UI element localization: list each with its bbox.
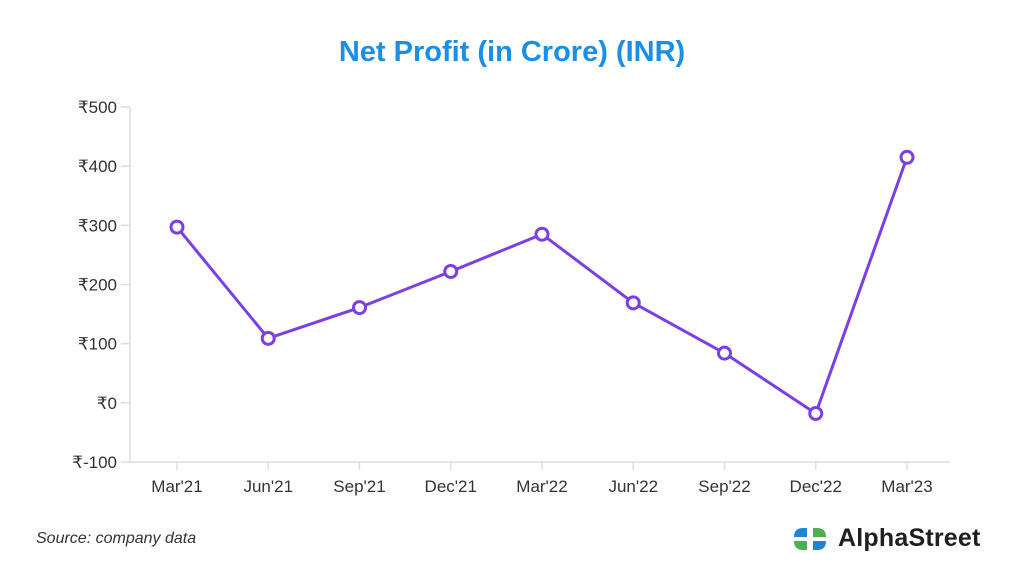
x-tick-label: Mar'22: [516, 477, 567, 496]
y-axis-ticks: ₹500 ₹400 ₹300 ₹200 ₹100 ₹0 ₹-100: [72, 98, 130, 472]
data-point: [260, 330, 276, 346]
alphastreet-logo-icon: [794, 527, 826, 550]
y-tick-label: ₹200: [78, 276, 117, 295]
data-point: [808, 405, 824, 421]
y-tick-label: ₹400: [78, 157, 117, 176]
x-tick-label: Mar'21: [151, 477, 202, 496]
x-tick-label: Jun'22: [608, 477, 658, 496]
series-line: [175, 156, 909, 415]
series-line-group: [169, 149, 915, 421]
y-tick-label: ₹-100: [72, 453, 117, 472]
data-point: [717, 345, 732, 361]
data-point: [352, 300, 367, 316]
x-tick-label: Jun'21: [243, 477, 293, 496]
x-tick-label: Dec'22: [790, 477, 842, 496]
source-note: Source: company data: [36, 530, 197, 547]
chart-title: Net Profit (in Crore) (INR): [338, 36, 686, 68]
x-tick-label: Dec'21: [425, 477, 477, 496]
data-point: [899, 149, 915, 165]
y-tick-label: ₹500: [78, 98, 117, 117]
x-tick-label: Mar'23: [881, 477, 932, 496]
brand-logo: AlphaStreet: [792, 524, 981, 553]
y-tick-label: ₹0: [97, 394, 117, 413]
data-point: [625, 295, 641, 311]
x-tick-label: Sep'21: [333, 477, 385, 496]
data-point: [169, 219, 185, 235]
x-tick-label: Sep'22: [698, 477, 750, 496]
data-point: [534, 226, 550, 242]
chart-axes: [129, 107, 950, 463]
data-point: [443, 263, 459, 279]
x-axis-ticks: Mar'21 Jun'21 Sep'21 Dec'21 Mar'22 Jun'22 Sep'…: [151, 462, 933, 496]
y-tick-label: ₹300: [78, 216, 117, 235]
brand-name: AlphaStreet: [838, 524, 981, 552]
y-tick-label: ₹100: [78, 335, 117, 354]
